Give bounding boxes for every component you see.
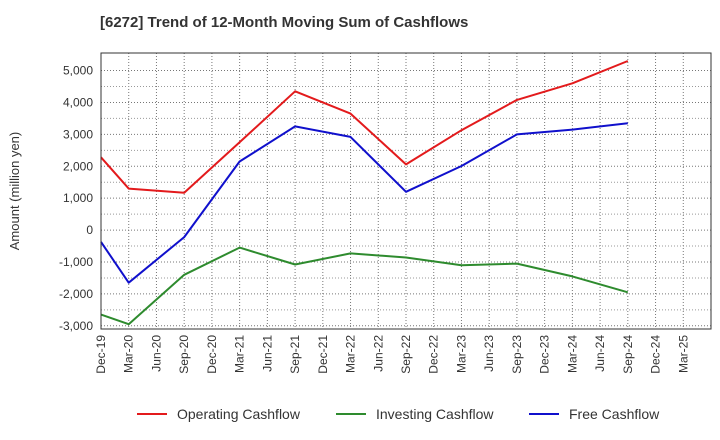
x-tick-label: Dec-23 bbox=[538, 335, 552, 374]
free-cashflow-legend-label: Free Cashflow bbox=[569, 406, 660, 422]
x-tick-label: Dec-24 bbox=[649, 335, 663, 374]
x-tick-label: Jun-22 bbox=[371, 335, 385, 372]
y-tick-label: -1,000 bbox=[59, 255, 93, 269]
y-tick-label: 3,000 bbox=[63, 127, 93, 141]
y-tick-label: 1,000 bbox=[63, 191, 93, 205]
x-tick-label: Dec-20 bbox=[205, 335, 219, 374]
x-tick-label: Mar-24 bbox=[565, 335, 579, 373]
x-tick-label: Sep-24 bbox=[621, 335, 635, 374]
x-tick-label: Sep-20 bbox=[177, 335, 191, 374]
x-tick-label: Mar-22 bbox=[344, 335, 358, 373]
x-tick-label: Sep-22 bbox=[399, 335, 413, 374]
y-tick-label: 5,000 bbox=[63, 64, 93, 78]
x-tick-label: Jun-24 bbox=[593, 335, 607, 372]
chart-title: [6272] Trend of 12-Month Moving Sum of C… bbox=[100, 14, 469, 31]
y-tick-label: 4,000 bbox=[63, 95, 93, 109]
y-tick-label: -3,000 bbox=[59, 319, 93, 333]
x-tick-label: Sep-21 bbox=[288, 335, 302, 374]
y-tick-label: 2,000 bbox=[63, 159, 93, 173]
x-tick-label: Jun-23 bbox=[482, 335, 496, 372]
x-tick-label: Dec-22 bbox=[427, 335, 441, 374]
x-tick-label: Mar-23 bbox=[454, 335, 468, 373]
series-layer bbox=[100, 60, 629, 326]
y-tick-labels: -3,000 -2,000 -1,000 0 1,000 2,000 3,000 4,000 5… bbox=[59, 64, 93, 333]
free-cashflow-line bbox=[100, 122, 628, 284]
investing-cashflow-line bbox=[100, 246, 629, 326]
x-tick-labels: Dec-19 Mar-20 Jun-20 Sep-20 Dec-20 Mar-21 Jun-… bbox=[94, 335, 690, 374]
x-tick-label: Mar-25 bbox=[676, 335, 690, 373]
x-tick-label: Jun-21 bbox=[260, 335, 274, 372]
y-tick-label: -2,000 bbox=[59, 287, 93, 301]
y-axis-title: Amount (million yen) bbox=[7, 132, 22, 251]
x-tick-label: Mar-20 bbox=[122, 335, 136, 373]
plot-frame bbox=[100, 52, 712, 330]
legend: Operating Cashflow Investing Cashflow Free… bbox=[137, 406, 660, 422]
x-tick-label: Dec-21 bbox=[316, 335, 330, 374]
investing-cashflow-legend-label: Investing Cashflow bbox=[376, 406, 494, 422]
y-tick-label: 0 bbox=[86, 223, 93, 237]
x-tick-label: Dec-19 bbox=[94, 335, 108, 374]
x-tick-label: Jun-20 bbox=[149, 335, 163, 372]
x-tick-label: Sep-23 bbox=[510, 335, 524, 374]
operating-cashflow-legend-label: Operating Cashflow bbox=[177, 406, 301, 422]
x-tick-label: Mar-21 bbox=[233, 335, 247, 373]
operating-cashflow-line bbox=[100, 60, 629, 194]
